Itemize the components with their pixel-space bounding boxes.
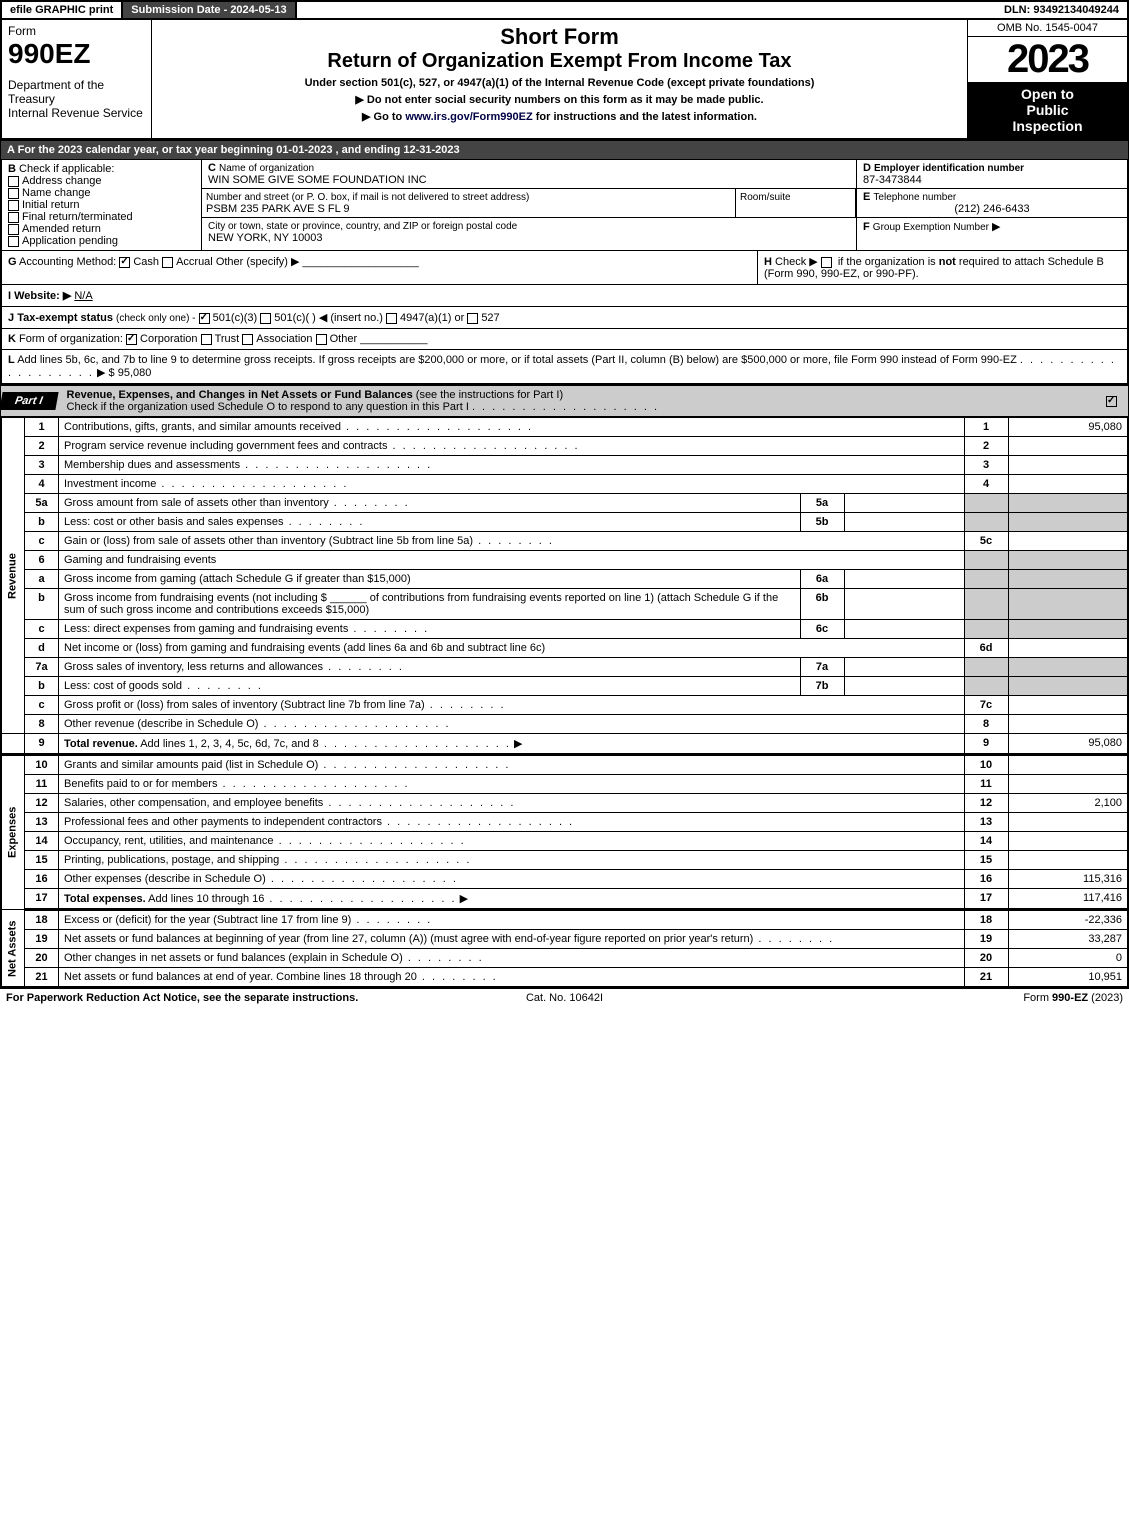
schedule-o-checkbox[interactable] <box>1106 396 1117 407</box>
line-16-amount: 115,316 <box>1008 870 1128 889</box>
i-row: I Website: ▶ N/A <box>0 285 1129 307</box>
line-17-amount: 117,416 <box>1008 889 1128 910</box>
ein-label: Employer identification number <box>874 163 1024 174</box>
form-number: 990EZ <box>8 38 91 69</box>
subtitle: Under section 501(c), 527, or 4947(a)(1)… <box>158 77 961 89</box>
501c3-checkbox[interactable] <box>199 313 210 324</box>
assoc-checkbox[interactable] <box>242 334 253 345</box>
part-1-table: Revenue 1 Contributions, gifts, grants, … <box>0 417 1129 987</box>
room-suite-label: Room/suite <box>740 192 791 203</box>
phone-value: (212) 246-6433 <box>863 203 1121 215</box>
ein-value: 87-3473844 <box>863 174 922 186</box>
omb-number: OMB No. 1545-0047 <box>968 20 1127 37</box>
trust-checkbox[interactable] <box>201 334 212 345</box>
dept-2: Internal Revenue Service <box>8 106 145 120</box>
section-l-label: L <box>8 354 15 366</box>
section-h-label: H <box>764 256 772 268</box>
org-name: WIN SOME GIVE SOME FOUNDATION INC <box>208 174 427 186</box>
501c-checkbox[interactable] <box>260 313 271 324</box>
other-checkbox[interactable] <box>316 334 327 345</box>
submission-date: Submission Date - 2024-05-13 <box>123 2 296 18</box>
expenses-label: Expenses <box>1 755 25 910</box>
section-k-label: K <box>8 333 16 345</box>
efile-label[interactable]: efile GRAPHIC print <box>2 2 123 18</box>
name-of-org-label: Name of organization <box>219 163 314 174</box>
l-row: L Add lines 5b, 6c, and 7b to line 9 to … <box>0 350 1129 385</box>
section-j-label: J <box>8 312 14 324</box>
form-word: Form <box>8 24 36 38</box>
arrow-icon: ▶ <box>992 221 1000 233</box>
tax-year: 2023 <box>968 37 1127 82</box>
top-bar: efile GRAPHIC print Submission Date - 20… <box>0 0 1129 20</box>
line-1-amount: 95,080 <box>1008 418 1128 437</box>
dept-1: Department of the Treasury <box>8 78 145 106</box>
line-19-amount: 33,287 <box>1008 930 1128 949</box>
website-label: Website: ▶ <box>14 290 71 302</box>
cash-checkbox[interactable] <box>119 257 130 268</box>
section-i-label: I <box>8 290 11 302</box>
line-9-amount: 95,080 <box>1008 734 1128 755</box>
j-row: J Tax-exempt status (check only one) - 5… <box>0 307 1129 329</box>
form-ref: 990-EZ <box>1052 992 1088 1004</box>
opt-final-return[interactable]: Final return/terminated <box>8 211 195 223</box>
net-assets-label: Net Assets <box>1 910 25 987</box>
revenue-label: Revenue <box>1 418 25 734</box>
street-value: PSBM 235 PARK AVE S FL 9 <box>206 203 349 215</box>
section-d-label: D <box>863 162 871 174</box>
part-1-header: Part I Revenue, Expenses, and Changes in… <box>0 385 1129 417</box>
section-b-label: B <box>8 163 16 175</box>
opt-application-pending[interactable]: Application pending <box>8 235 195 247</box>
527-checkbox[interactable] <box>467 313 478 324</box>
page-footer: For Paperwork Reduction Act Notice, see … <box>0 987 1129 1007</box>
catalog-number: Cat. No. 10642I <box>378 992 750 1004</box>
opt-initial-return[interactable]: Initial return <box>8 199 195 211</box>
k-row: K Form of organization: Corporation Trus… <box>0 329 1129 350</box>
street-label: Number and street (or P. O. box, if mail… <box>206 192 529 203</box>
section-c-label: C <box>208 162 216 174</box>
opt-name-change[interactable]: Name change <box>8 187 195 199</box>
opt-amended-return[interactable]: Amended return <box>8 223 195 235</box>
section-g-label: G <box>8 256 17 268</box>
paperwork-notice: For Paperwork Reduction Act Notice, see … <box>6 992 378 1004</box>
website-value: N/A <box>74 290 92 302</box>
main-title: Return of Organization Exempt From Incom… <box>158 50 961 73</box>
section-e-label: E <box>863 191 870 203</box>
section-f-label: F <box>863 221 870 233</box>
opt-address-change[interactable]: Address change <box>8 175 195 187</box>
city-value: NEW YORK, NY 10003 <box>208 232 323 244</box>
form-header: Form 990EZ Department of the Treasury In… <box>0 20 1129 140</box>
accrual-checkbox[interactable] <box>162 257 173 268</box>
line-18-amount: -22,336 <box>1008 910 1128 930</box>
group-exemption-label: Group Exemption Number <box>873 222 989 233</box>
phone-label: Telephone number <box>873 192 956 203</box>
gross-receipts: 95,080 <box>118 367 152 379</box>
goto-instruction: Go to www.irs.gov/Form990EZ for instruct… <box>158 110 961 123</box>
ssn-warning: Do not enter social security numbers on … <box>158 93 961 106</box>
line-21-amount: 10,951 <box>1008 968 1128 987</box>
city-label: City or town, state or province, country… <box>208 221 517 232</box>
info-block: B Check if applicable: Address change Na… <box>0 160 1129 251</box>
section-a: A For the 2023 calendar year, or tax yea… <box>0 140 1129 160</box>
4947-checkbox[interactable] <box>386 313 397 324</box>
g-h-row: G Accounting Method: Cash Accrual Other … <box>0 251 1129 285</box>
short-form-title: Short Form <box>158 24 961 50</box>
schedule-b-checkbox[interactable] <box>821 257 832 268</box>
line-20-amount: 0 <box>1008 949 1128 968</box>
part-1-badge: Part I <box>0 392 58 410</box>
line-12-amount: 2,100 <box>1008 794 1128 813</box>
irs-link[interactable]: www.irs.gov/Form990EZ <box>405 111 532 123</box>
check-if-label: Check if applicable: <box>19 163 114 175</box>
dln: DLN: 93492134049244 <box>996 2 1127 18</box>
open-to-public: Open toPublicInspection <box>968 82 1127 138</box>
corp-checkbox[interactable] <box>126 334 137 345</box>
accounting-method-label: Accounting Method: <box>19 256 116 268</box>
